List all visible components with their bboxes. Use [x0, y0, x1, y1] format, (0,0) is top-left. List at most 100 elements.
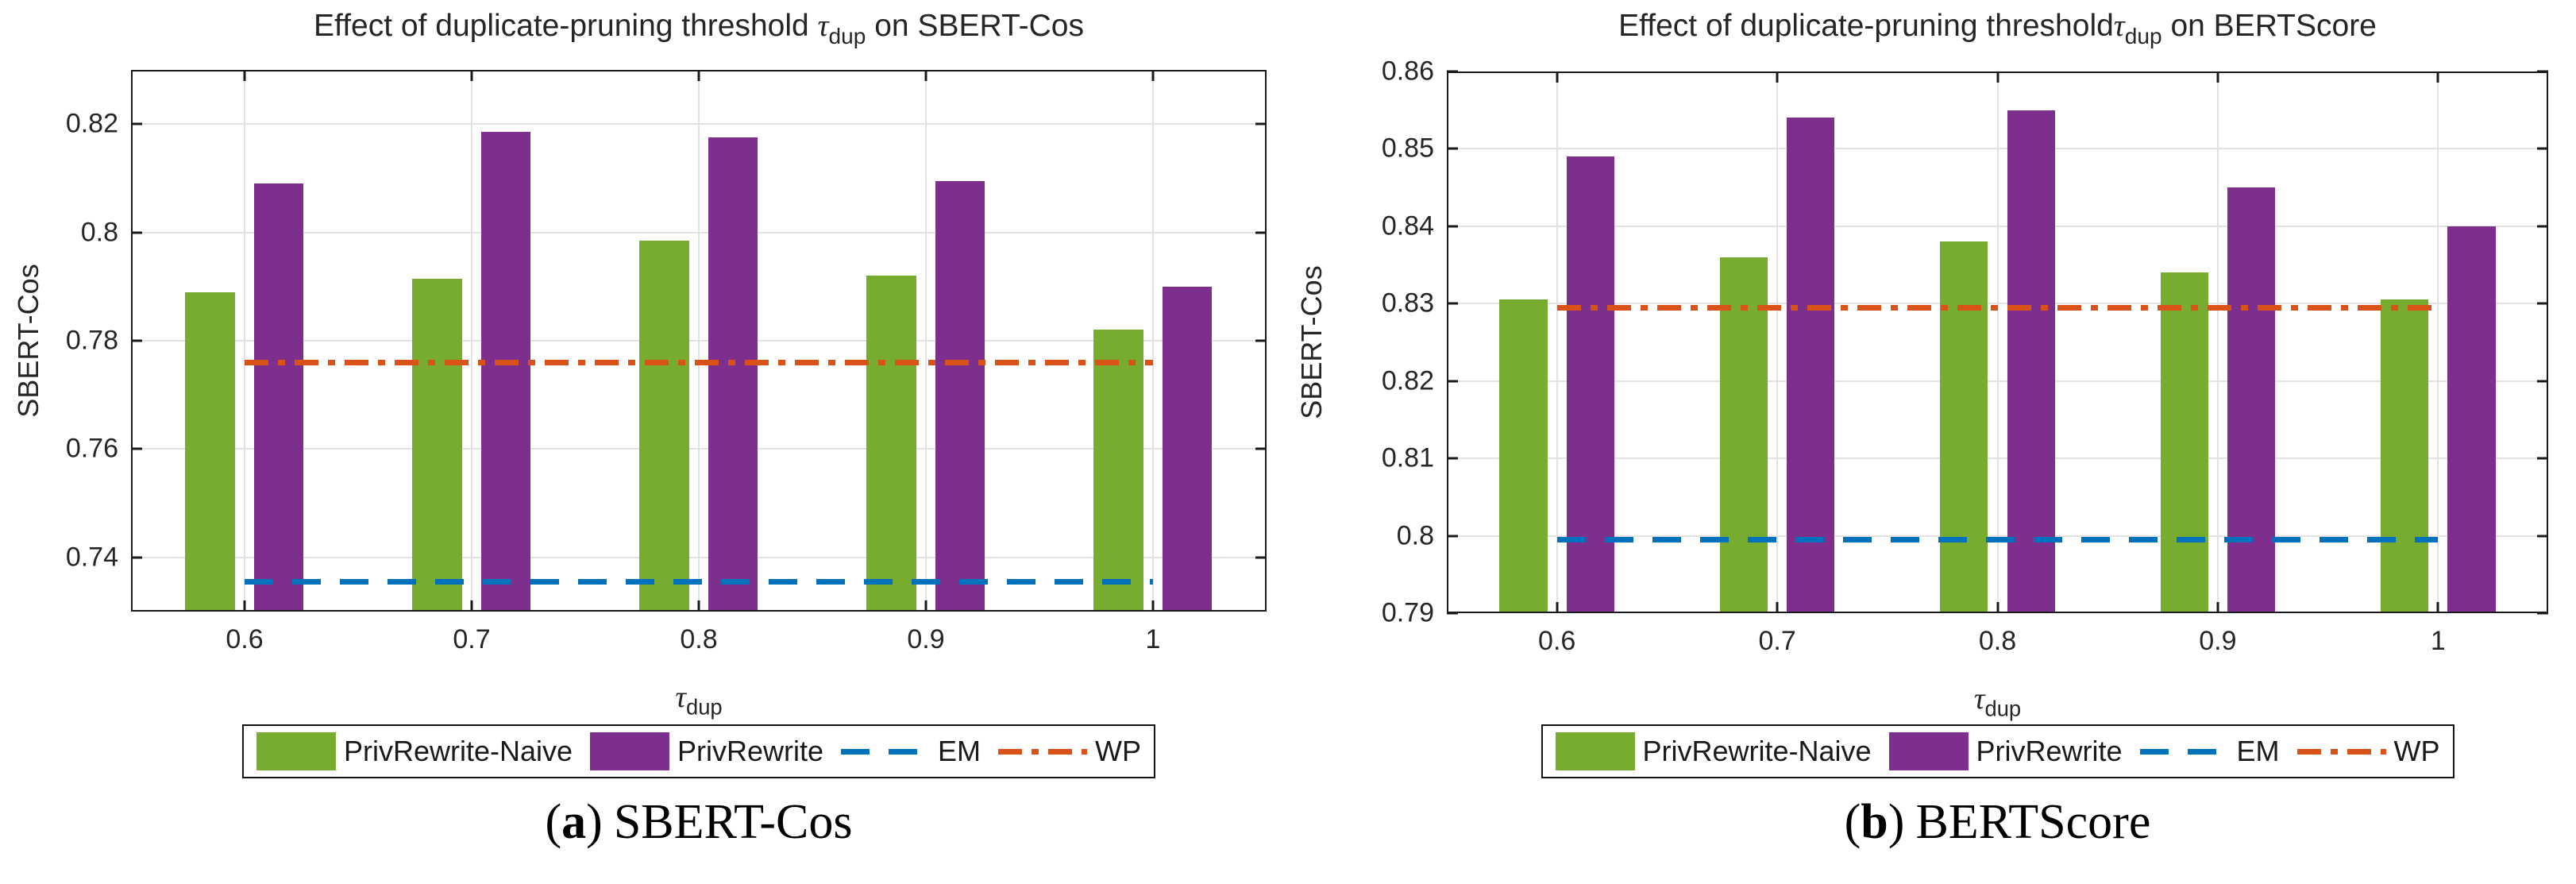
caption-text: SBERT-Cos — [613, 795, 853, 849]
y-tick-mark — [1447, 70, 1458, 73]
legend-label-privrewrite: PrivRewrite — [1976, 735, 2123, 767]
x-tick-mark — [1776, 71, 1779, 83]
y-tick-mark — [1255, 231, 1267, 234]
bar-privrewrite-naive — [1499, 299, 1548, 613]
x-tick-mark — [1556, 602, 1559, 613]
y-tick-mark — [1447, 535, 1458, 538]
legend-swatch-privrewrite — [1888, 732, 1969, 770]
y-tick-mark — [1255, 339, 1267, 342]
x-tick-label: 0.7 — [1758, 626, 1796, 656]
x-tick-label: 0.6 — [226, 624, 264, 654]
legend-label-privrewrite-naive: PrivRewrite-Naive — [1642, 735, 1872, 767]
y-tick-mark — [1447, 302, 1458, 305]
y-tick-label: 0.84 — [1381, 210, 1434, 241]
y-tick-mark — [1447, 612, 1458, 615]
y-tick-mark — [131, 122, 142, 125]
y-tick-mark — [2537, 380, 2548, 383]
v-gridline — [1776, 71, 1779, 613]
caption-paren-open: ( — [545, 795, 562, 849]
x-axis-label: τdup — [1974, 681, 2021, 722]
v-gridline — [1152, 70, 1154, 612]
y-tick-mark — [1255, 447, 1267, 450]
y-tick-mark — [2537, 535, 2548, 538]
reference-line-em — [1556, 536, 2439, 542]
y-tick-mark — [1447, 147, 1458, 150]
bar-privrewrite-naive — [2381, 299, 2429, 613]
v-gridline — [698, 70, 700, 612]
bar-privrewrite-naive — [1940, 241, 1988, 613]
tau-subscript: dup — [1984, 696, 2022, 721]
y-tick-mark — [2537, 612, 2548, 615]
legend-label-wp: WP — [1095, 735, 1142, 767]
tau-symbol: τ — [2113, 9, 2125, 43]
y-tick-mark — [2537, 457, 2548, 460]
bar-privrewrite — [481, 132, 531, 612]
legend-swatch-privrewrite — [590, 732, 670, 770]
caption-paren-open: ( — [1844, 795, 1861, 849]
bar-privrewrite-naive — [2160, 272, 2208, 613]
title-pre: Effect of duplicate-pruning threshold — [1618, 9, 2114, 43]
caption-text: BERTScore — [1915, 795, 2151, 849]
y-tick-label: 0.86 — [1381, 56, 1434, 87]
bar-privrewrite — [1163, 286, 1213, 612]
bar-privrewrite-naive — [639, 240, 689, 612]
x-tick-mark — [1996, 602, 1999, 613]
y-tick-label: 0.8 — [1396, 520, 1434, 551]
x-tick-mark — [1776, 602, 1779, 613]
bar-privrewrite — [2007, 110, 2055, 613]
legend-label-privrewrite: PrivRewrite — [677, 735, 824, 767]
title-pre: Effect of duplicate-pruning threshold — [314, 9, 818, 43]
bar-privrewrite — [2447, 226, 2496, 613]
x-tick-mark — [1151, 70, 1155, 81]
x-tick-mark — [924, 70, 927, 81]
bar-privrewrite-naive — [866, 276, 916, 612]
caption-paren-close: ) — [1888, 795, 1905, 849]
x-tick-label: 0.8 — [680, 624, 718, 654]
x-tick-label: 0.7 — [453, 624, 491, 654]
tau-symbol: τ — [1973, 682, 1985, 716]
y-tick-mark — [1255, 122, 1267, 125]
x-tick-label: 0.6 — [1538, 626, 1576, 656]
x-tick-label: 0.8 — [1978, 626, 2017, 656]
y-axis-label: SBERT-Cos — [1295, 265, 1328, 419]
x-tick-mark — [1556, 71, 1559, 83]
y-tick-mark — [1447, 457, 1458, 460]
bar-privrewrite — [1566, 156, 1614, 613]
y-tick-label: 0.74 — [65, 542, 118, 573]
bar-privrewrite — [708, 137, 758, 612]
y-tick-mark — [2537, 225, 2548, 228]
bar-privrewrite-naive — [412, 278, 462, 612]
bar-privrewrite — [254, 183, 304, 612]
legend-line-em — [2139, 748, 2229, 755]
x-tick-mark — [1996, 71, 1999, 83]
legend-line-wp — [998, 748, 1088, 755]
legend: PrivRewrite-Naive PrivRewrite EM WP — [1541, 724, 2455, 778]
bar-privrewrite-naive — [185, 291, 235, 612]
y-tick-label: 0.8 — [80, 217, 118, 248]
x-tick-mark — [2436, 71, 2439, 83]
x-tick-mark — [2436, 602, 2439, 613]
caption: (a) SBERT-Cos — [546, 794, 853, 851]
bar-privrewrite — [2227, 187, 2276, 613]
x-tick-mark — [697, 70, 700, 81]
y-tick-label: 0.85 — [1381, 133, 1434, 164]
y-tick-mark — [131, 556, 142, 559]
y-tick-label: 0.83 — [1381, 288, 1434, 318]
reference-line-em — [245, 578, 1153, 585]
legend-label-privrewrite-naive: PrivRewrite-Naive — [343, 735, 573, 767]
legend-swatch-privrewrite-naive — [256, 732, 336, 770]
y-tick-label: 0.81 — [1381, 442, 1434, 473]
title-post: on SBERT-Cos — [866, 9, 1084, 43]
v-gridline — [1556, 71, 1558, 613]
caption: (b) BERTScore — [1845, 794, 2151, 851]
plot-area: 0.74 0.76 0.78 0.8 0.82 0.6 0.7 0.8 0.9 1 — [66, 70, 1267, 654]
x-tick-mark — [924, 600, 927, 612]
bar-privrewrite — [935, 180, 985, 612]
reference-line-wp — [1556, 304, 2439, 311]
v-gridline — [925, 70, 927, 612]
y-tick-mark — [2537, 147, 2548, 150]
tau-symbol: τ — [817, 9, 829, 43]
legend-line-em — [841, 748, 931, 755]
v-gridline — [244, 70, 245, 612]
y-tick-mark — [131, 231, 142, 234]
